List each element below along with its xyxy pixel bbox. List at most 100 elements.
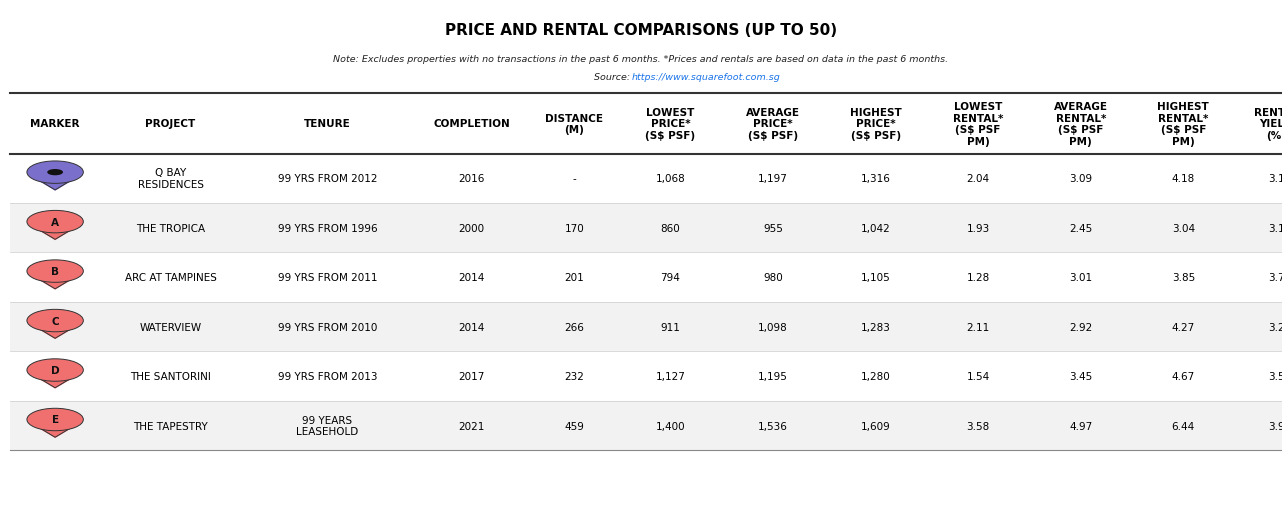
- Bar: [10, 94, 1282, 154]
- Text: 3.2: 3.2: [1268, 322, 1282, 332]
- Text: LOWEST
PRICE*
(S$ PSF): LOWEST PRICE* (S$ PSF): [645, 107, 696, 141]
- Text: https://www.squarefoot.com.sg: https://www.squarefoot.com.sg: [632, 73, 781, 82]
- Text: 1,127: 1,127: [655, 372, 686, 381]
- Text: A: A: [51, 217, 59, 227]
- Text: 2017: 2017: [459, 372, 485, 381]
- Text: MARKER: MARKER: [31, 119, 79, 129]
- Text: 911: 911: [660, 322, 681, 332]
- Text: 201: 201: [564, 273, 585, 282]
- Text: -: -: [573, 174, 576, 184]
- Text: 2.92: 2.92: [1069, 322, 1092, 332]
- Text: 3.9: 3.9: [1268, 421, 1282, 431]
- Text: 3.7: 3.7: [1268, 273, 1282, 282]
- Text: 1,536: 1,536: [758, 421, 788, 431]
- Text: 1,316: 1,316: [860, 174, 891, 184]
- Text: 1,098: 1,098: [758, 322, 788, 332]
- Text: 3.45: 3.45: [1069, 372, 1092, 381]
- Text: 170: 170: [564, 223, 585, 233]
- Text: 266: 266: [564, 322, 585, 332]
- Text: 2.11: 2.11: [967, 322, 990, 332]
- Polygon shape: [31, 176, 79, 190]
- Circle shape: [27, 408, 83, 431]
- Bar: [10, 204, 1282, 253]
- Text: 4.18: 4.18: [1172, 174, 1195, 184]
- Text: 980: 980: [763, 273, 783, 282]
- Text: 955: 955: [763, 223, 783, 233]
- Text: 2.04: 2.04: [967, 174, 990, 184]
- Text: 2021: 2021: [459, 421, 485, 431]
- Text: RENTAL
YIELD
(%): RENTAL YIELD (%): [1254, 107, 1282, 141]
- Text: D: D: [51, 365, 59, 375]
- Circle shape: [27, 211, 83, 233]
- Text: 99 YRS FROM 2011: 99 YRS FROM 2011: [278, 273, 377, 282]
- Text: 1,068: 1,068: [655, 174, 686, 184]
- Text: 99 YRS FROM 2010: 99 YRS FROM 2010: [278, 322, 377, 332]
- Text: 4.97: 4.97: [1069, 421, 1092, 431]
- Circle shape: [27, 162, 83, 184]
- Text: 2.45: 2.45: [1069, 223, 1092, 233]
- Text: E: E: [51, 415, 59, 425]
- Text: 3.85: 3.85: [1172, 273, 1195, 282]
- Text: 3.1: 3.1: [1268, 174, 1282, 184]
- Text: 2014: 2014: [459, 273, 485, 282]
- Text: THE SANTORINI: THE SANTORINI: [129, 372, 212, 381]
- Text: HIGHEST
RENTAL*
(S$ PSF
PM): HIGHEST RENTAL* (S$ PSF PM): [1158, 102, 1209, 147]
- Text: 1,197: 1,197: [758, 174, 788, 184]
- Text: 1,042: 1,042: [860, 223, 891, 233]
- Text: TENURE: TENURE: [304, 119, 351, 129]
- Text: 1.28: 1.28: [967, 273, 990, 282]
- Text: 3.58: 3.58: [967, 421, 990, 431]
- Text: LOWEST
RENTAL*
(S$ PSF
PM): LOWEST RENTAL* (S$ PSF PM): [953, 102, 1004, 147]
- Text: 1,195: 1,195: [758, 372, 788, 381]
- Text: 2000: 2000: [459, 223, 485, 233]
- Circle shape: [27, 260, 83, 283]
- Text: 1,105: 1,105: [860, 273, 891, 282]
- Text: 99 YRS FROM 1996: 99 YRS FROM 1996: [278, 223, 377, 233]
- Circle shape: [47, 169, 63, 176]
- Polygon shape: [31, 225, 79, 240]
- Text: PROJECT: PROJECT: [145, 119, 196, 129]
- Polygon shape: [31, 423, 79, 437]
- Text: HIGHEST
PRICE*
(S$ PSF): HIGHEST PRICE* (S$ PSF): [850, 107, 901, 141]
- Circle shape: [27, 309, 83, 332]
- Text: 4.27: 4.27: [1172, 322, 1195, 332]
- Text: Source:: Source:: [594, 73, 633, 82]
- Text: 2014: 2014: [459, 322, 485, 332]
- Bar: [10, 253, 1282, 302]
- Text: THE TROPICA: THE TROPICA: [136, 223, 205, 233]
- Text: 3.09: 3.09: [1069, 174, 1092, 184]
- Text: 2016: 2016: [459, 174, 485, 184]
- Text: 99 YRS FROM 2012: 99 YRS FROM 2012: [278, 174, 377, 184]
- Text: 3.1: 3.1: [1268, 223, 1282, 233]
- Bar: [10, 302, 1282, 352]
- Text: 6.44: 6.44: [1172, 421, 1195, 431]
- Text: 99 YRS FROM 2013: 99 YRS FROM 2013: [278, 372, 377, 381]
- Text: 1,400: 1,400: [655, 421, 686, 431]
- Text: 1.93: 1.93: [967, 223, 990, 233]
- Text: ARC AT TAMPINES: ARC AT TAMPINES: [124, 273, 217, 282]
- Text: 1.54: 1.54: [967, 372, 990, 381]
- Text: Note: Excludes properties with no transactions in the past 6 months. *Prices and: Note: Excludes properties with no transa…: [333, 54, 949, 64]
- Text: 794: 794: [660, 273, 681, 282]
- Text: C: C: [51, 316, 59, 326]
- Text: PRICE AND RENTAL COMPARISONS (UP TO 50): PRICE AND RENTAL COMPARISONS (UP TO 50): [445, 23, 837, 38]
- Text: DISTANCE
(M): DISTANCE (M): [545, 114, 604, 135]
- Circle shape: [27, 359, 83, 382]
- Bar: [10, 352, 1282, 401]
- Text: AVERAGE
RENTAL*
(S$ PSF
PM): AVERAGE RENTAL* (S$ PSF PM): [1054, 102, 1108, 147]
- Text: 1,609: 1,609: [860, 421, 891, 431]
- Text: 3.01: 3.01: [1069, 273, 1092, 282]
- Polygon shape: [31, 374, 79, 388]
- Text: 3.04: 3.04: [1172, 223, 1195, 233]
- Text: 860: 860: [660, 223, 681, 233]
- Text: Q BAY
RESIDENCES: Q BAY RESIDENCES: [137, 168, 204, 190]
- Polygon shape: [31, 275, 79, 289]
- Text: 1,283: 1,283: [860, 322, 891, 332]
- Text: B: B: [51, 267, 59, 276]
- Text: 232: 232: [564, 372, 585, 381]
- Text: THE TAPESTRY: THE TAPESTRY: [133, 421, 208, 431]
- Text: 4.67: 4.67: [1172, 372, 1195, 381]
- Text: 1,280: 1,280: [860, 372, 891, 381]
- Polygon shape: [31, 324, 79, 338]
- Text: AVERAGE
PRICE*
(S$ PSF): AVERAGE PRICE* (S$ PSF): [746, 107, 800, 141]
